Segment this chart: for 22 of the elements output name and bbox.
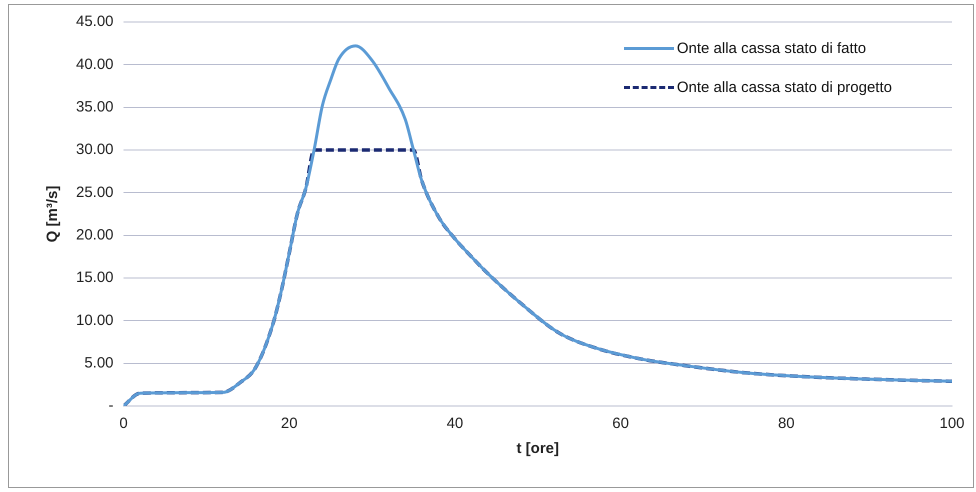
x-tick-label: 60 [612, 415, 629, 432]
y-tick-label: - [108, 397, 114, 414]
y-axis-title: Q [m³/s] [44, 186, 62, 242]
line-series [124, 148, 952, 406]
x-axis-title: t [ore] [516, 440, 560, 458]
legend-label: Onte alla cassa stato di fatto [676, 40, 866, 57]
y-tick-label: 10.00 [76, 312, 114, 329]
line-series [124, 44, 952, 406]
y-tick-label: 35.00 [76, 98, 114, 116]
x-tick-label: 80 [778, 415, 795, 432]
y-tick-label: 45.00 [76, 13, 114, 30]
x-tick-label: 40 [446, 415, 464, 432]
y-tick-label: 5.00 [84, 354, 114, 372]
x-tick-label: 0 [119, 415, 128, 432]
x-tick-label: 20 [280, 415, 298, 432]
y-tick-label: 40.00 [76, 56, 114, 73]
y-tick-label: 30.00 [76, 141, 114, 158]
y-tick-label: 20.00 [76, 226, 114, 244]
y-tick-label: 25.00 [76, 184, 114, 201]
x-tick-label: 100 [939, 415, 965, 432]
legend-label: Onte alla cassa stato di progetto [676, 79, 892, 96]
y-tick-label: 15.00 [76, 269, 114, 286]
